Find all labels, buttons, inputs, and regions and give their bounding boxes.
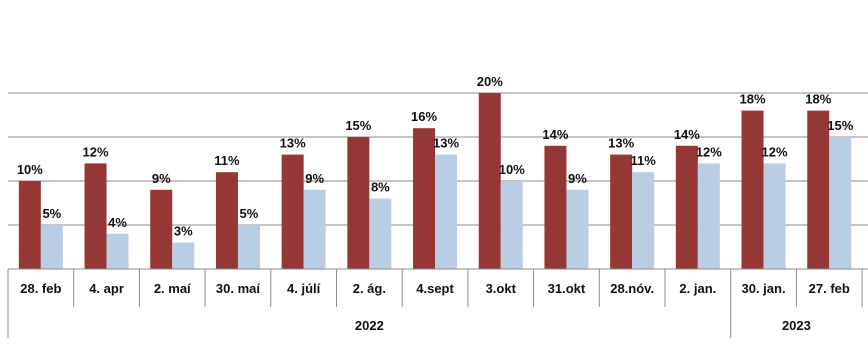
data-label-series1-6: 16% — [411, 109, 437, 124]
bar-series1-12 — [807, 110, 830, 269]
x-tick-label-12: 27. feb — [809, 281, 850, 296]
data-label-series2-1: 4% — [108, 215, 127, 230]
data-label-series2-4: 9% — [305, 171, 324, 186]
x-tick-labels: 28. feb 4. apr 2. maí 30. maí 4. júlí 2. ág. 4… — [20, 281, 850, 296]
bar-series1-9 — [610, 154, 633, 269]
bar-series2-7 — [500, 181, 523, 269]
data-label-series2-2: 3% — [174, 224, 193, 239]
bar-series2-11 — [763, 163, 786, 269]
x-tick-label-6: 4.sept — [416, 281, 454, 296]
data-label-series1-0: 10% — [17, 162, 43, 177]
bar-series2-2 — [172, 242, 195, 269]
x-tick-label-1: 4. apr — [89, 281, 124, 296]
data-label-series1-4: 13% — [280, 136, 306, 151]
data-label-series2-12: 15% — [827, 118, 853, 133]
bar-series1-1 — [84, 163, 107, 269]
bar-series2-12 — [829, 137, 852, 269]
data-label-series2-7: 10% — [499, 162, 525, 177]
bar-series1-3 — [215, 172, 238, 269]
data-label-series1-7: 20% — [477, 74, 503, 89]
data-label-series1-2: 9% — [152, 171, 171, 186]
x-group-label-0: 2022 — [355, 318, 384, 333]
data-label-series1-5: 15% — [345, 118, 371, 133]
bar-series2-8 — [566, 189, 589, 269]
bar-series1-4 — [281, 154, 304, 269]
x-tick-label-4: 4. júlí — [287, 281, 321, 296]
data-label-series1-3: 11% — [214, 153, 240, 168]
x-tick-label-0: 28. feb — [20, 281, 61, 296]
data-label-series2-0: 5% — [42, 206, 61, 221]
data-labels: 10% 5% 12% 4% 9% 3% 11% 5% 13% 9% 15% 8% 16% 13% 20% 10… — [17, 74, 854, 239]
data-label-series2-3: 5% — [240, 206, 259, 221]
bar-series1-2 — [150, 189, 173, 269]
bar-series2-10 — [697, 163, 720, 269]
bar-series2-0 — [40, 225, 63, 269]
data-label-series2-10: 12% — [696, 144, 722, 159]
bar-series1-10 — [675, 145, 698, 269]
bar-series1-5 — [347, 137, 370, 269]
x-tick-label-7: 3.okt — [486, 281, 517, 296]
data-label-series1-9: 13% — [608, 136, 634, 151]
data-label-series2-9: 11% — [630, 153, 656, 168]
bar-series1-6 — [413, 128, 436, 269]
data-label-series2-11: 12% — [762, 144, 788, 159]
x-axis — [7, 268, 868, 338]
data-label-series2-8: 9% — [568, 171, 587, 186]
bar-series1-11 — [741, 110, 764, 269]
x-tick-label-5: 2. ág. — [353, 281, 386, 296]
bar-series2-5 — [369, 198, 392, 269]
x-tick-label-10: 2. jan. — [679, 281, 716, 296]
data-label-series1-8: 14% — [542, 127, 568, 142]
data-label-series2-6: 13% — [433, 136, 459, 151]
bar-series1-8 — [544, 145, 567, 269]
data-label-series2-5: 8% — [371, 180, 390, 195]
x-tick-label-3: 30. maí — [216, 281, 260, 296]
bar-series2-3 — [237, 225, 260, 269]
data-label-series1-12: 18% — [805, 92, 831, 107]
data-label-series1-11: 18% — [740, 92, 766, 107]
bars — [18, 93, 852, 269]
x-group-labels: 2022 2023 — [355, 318, 811, 333]
x-tick-label-11: 30. jan. — [742, 281, 786, 296]
bar-series2-4 — [303, 189, 326, 269]
bar-series2-9 — [632, 172, 655, 269]
bar-series1-0 — [18, 181, 41, 269]
bar-series1-7 — [478, 93, 501, 269]
data-label-series1-1: 12% — [83, 144, 109, 159]
bar-series2-1 — [106, 233, 129, 269]
x-tick-label-9: 28.nóv. — [610, 281, 654, 296]
x-tick-label-8: 31.okt — [548, 281, 586, 296]
data-label-series1-10: 14% — [674, 127, 700, 142]
bar-series2-6 — [435, 154, 458, 269]
x-group-label-1: 2023 — [782, 318, 811, 333]
x-tick-label-2: 2. maí — [154, 281, 191, 296]
